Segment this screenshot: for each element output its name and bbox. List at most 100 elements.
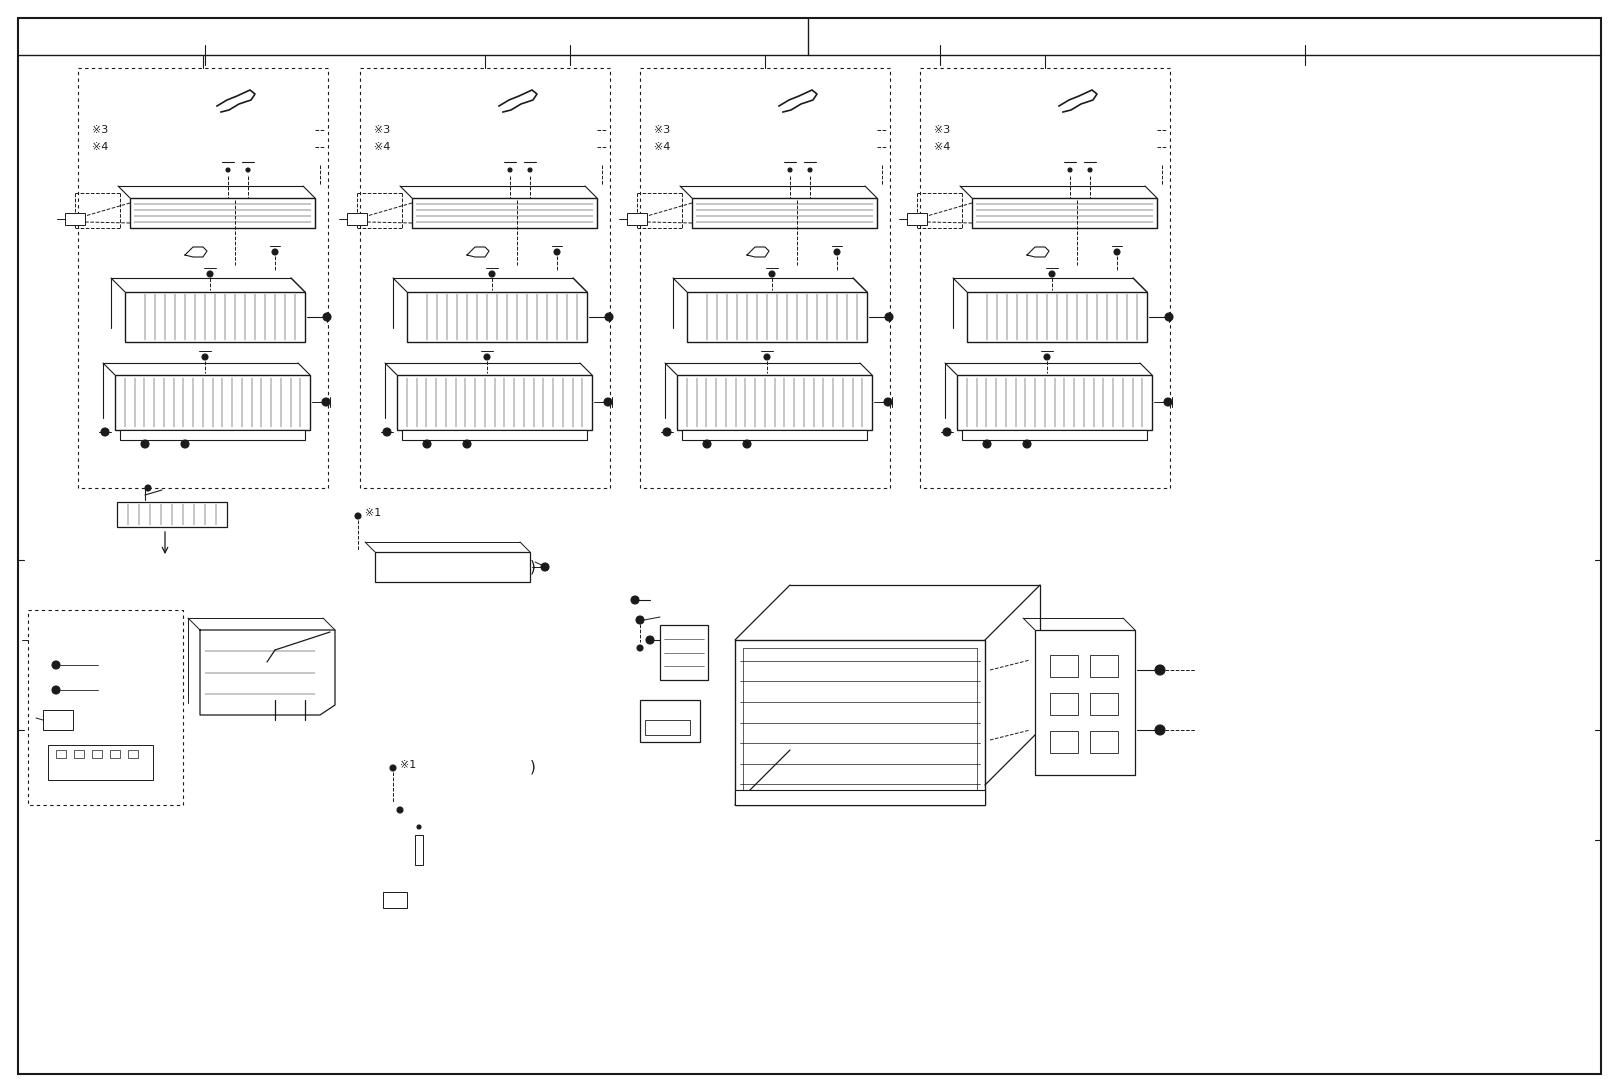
Circle shape xyxy=(646,636,654,644)
Bar xyxy=(1051,655,1078,677)
Circle shape xyxy=(508,168,512,173)
Bar xyxy=(117,502,227,527)
Bar xyxy=(735,790,984,805)
Bar xyxy=(1090,731,1119,753)
Circle shape xyxy=(141,440,149,448)
Circle shape xyxy=(324,313,330,321)
Circle shape xyxy=(554,249,560,256)
Bar xyxy=(682,430,868,440)
Circle shape xyxy=(606,313,614,321)
Bar xyxy=(57,750,66,758)
Circle shape xyxy=(146,485,151,491)
Circle shape xyxy=(1023,440,1031,448)
Bar xyxy=(920,68,1171,488)
Circle shape xyxy=(631,596,640,604)
Circle shape xyxy=(246,168,249,173)
Circle shape xyxy=(528,168,533,173)
Circle shape xyxy=(604,397,612,406)
Bar xyxy=(1090,693,1119,715)
Bar xyxy=(346,213,368,225)
Circle shape xyxy=(390,765,397,771)
Circle shape xyxy=(489,271,495,277)
Bar xyxy=(128,750,138,758)
Bar xyxy=(907,213,928,225)
Circle shape xyxy=(100,428,108,436)
Bar xyxy=(125,292,304,342)
Circle shape xyxy=(52,661,60,669)
Bar xyxy=(110,750,120,758)
Bar xyxy=(691,198,877,228)
Circle shape xyxy=(886,313,894,321)
Text: ※3: ※3 xyxy=(934,124,950,135)
Bar xyxy=(376,551,529,582)
Bar xyxy=(735,640,984,805)
Bar xyxy=(28,610,183,805)
Text: ): ) xyxy=(529,760,536,775)
Polygon shape xyxy=(185,247,207,257)
Text: ※3: ※3 xyxy=(92,124,108,135)
Text: ※3: ※3 xyxy=(374,124,390,135)
Bar xyxy=(120,430,304,440)
Circle shape xyxy=(181,440,189,448)
Circle shape xyxy=(1166,313,1174,321)
Bar xyxy=(65,213,86,225)
Text: ※1: ※1 xyxy=(400,760,416,770)
Text: ※1: ※1 xyxy=(364,508,380,518)
Circle shape xyxy=(884,397,892,406)
Bar xyxy=(397,375,593,430)
Bar xyxy=(44,710,73,729)
Text: ※4: ※4 xyxy=(654,142,670,152)
Circle shape xyxy=(636,645,643,651)
Polygon shape xyxy=(466,247,489,257)
Circle shape xyxy=(423,440,431,448)
Bar xyxy=(130,198,316,228)
Circle shape xyxy=(636,616,644,624)
Bar xyxy=(1051,731,1078,753)
Circle shape xyxy=(355,513,361,519)
Circle shape xyxy=(808,168,813,173)
Bar xyxy=(1035,630,1135,775)
Circle shape xyxy=(541,563,549,571)
Bar xyxy=(640,700,699,741)
Bar xyxy=(1051,693,1078,715)
Bar xyxy=(411,198,597,228)
Circle shape xyxy=(834,249,840,256)
Text: ): ) xyxy=(529,560,536,575)
Circle shape xyxy=(664,428,670,436)
Circle shape xyxy=(1114,249,1120,256)
Bar xyxy=(414,835,423,865)
Circle shape xyxy=(227,168,230,173)
Bar xyxy=(402,430,588,440)
Circle shape xyxy=(207,271,214,277)
Circle shape xyxy=(743,440,751,448)
Circle shape xyxy=(983,440,991,448)
Bar xyxy=(661,625,708,680)
Circle shape xyxy=(703,440,711,448)
Bar xyxy=(962,430,1146,440)
Bar xyxy=(1090,655,1119,677)
Circle shape xyxy=(1154,725,1166,735)
Circle shape xyxy=(463,440,471,448)
Bar xyxy=(627,213,648,225)
Circle shape xyxy=(942,428,950,436)
Bar xyxy=(644,720,690,735)
Circle shape xyxy=(202,354,207,360)
Text: ※4: ※4 xyxy=(374,142,390,152)
Polygon shape xyxy=(746,247,769,257)
Circle shape xyxy=(52,686,60,695)
Bar xyxy=(686,292,868,342)
Text: ※4: ※4 xyxy=(934,142,950,152)
Circle shape xyxy=(1049,271,1056,277)
Circle shape xyxy=(1088,168,1091,173)
Bar xyxy=(384,892,406,909)
Circle shape xyxy=(484,354,491,360)
Circle shape xyxy=(769,271,776,277)
Circle shape xyxy=(322,397,330,406)
Bar xyxy=(406,292,588,342)
Bar xyxy=(92,750,102,758)
Circle shape xyxy=(384,428,392,436)
Bar xyxy=(640,68,890,488)
Circle shape xyxy=(1164,397,1172,406)
Bar xyxy=(359,68,610,488)
Bar xyxy=(677,375,873,430)
